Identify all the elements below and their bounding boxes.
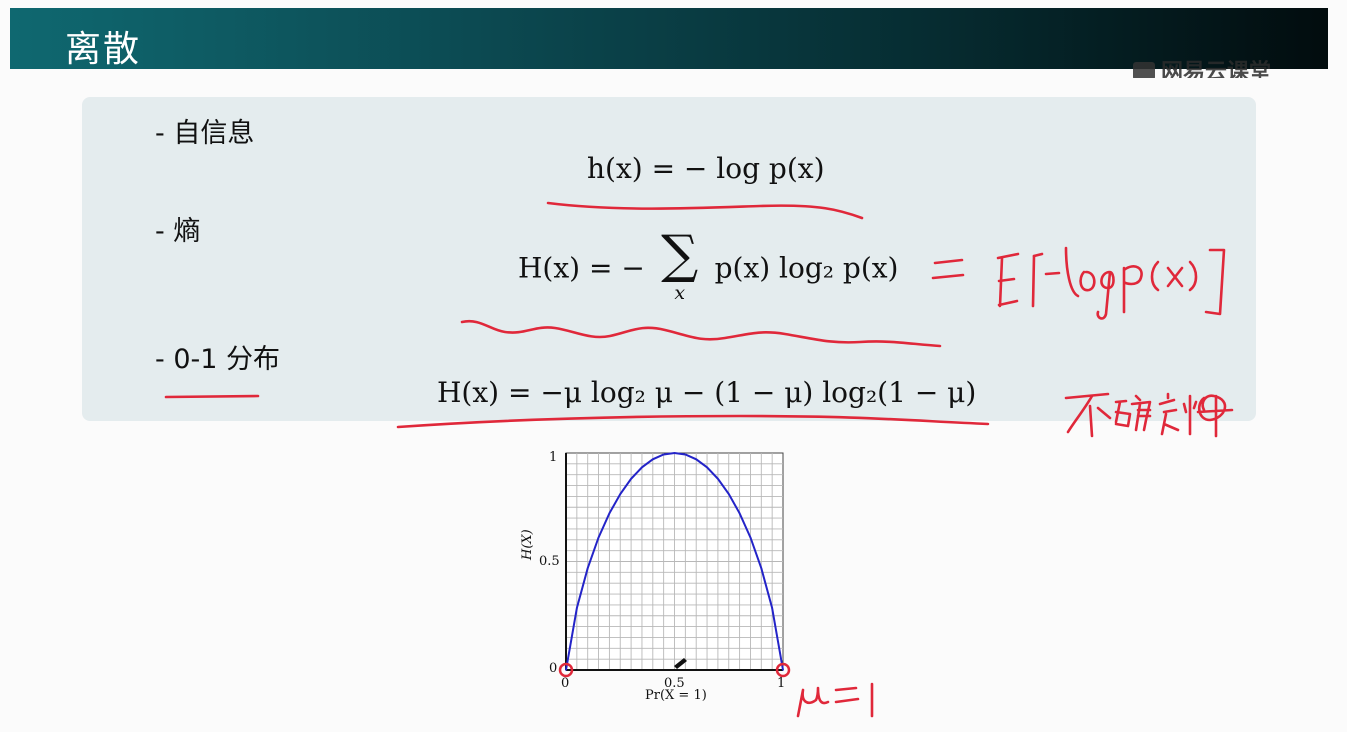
data-point bbox=[727, 493, 730, 495]
data-point bbox=[695, 458, 697, 461]
note-entropy-expectation bbox=[931, 246, 1226, 320]
formula-entropy: H(x) = − ∑ x p(x) log₂ p(x) bbox=[518, 229, 899, 304]
data-point bbox=[565, 669, 567, 671]
data-point bbox=[760, 567, 763, 570]
watermark-text: 网易云课堂 bbox=[1161, 60, 1272, 78]
data-point bbox=[652, 458, 654, 461]
underline-self-info bbox=[546, 201, 864, 220]
underline-bullet-bernoulli bbox=[164, 394, 260, 399]
underline-bernoulli bbox=[396, 414, 990, 429]
data-point bbox=[749, 536, 752, 539]
data-point bbox=[717, 478, 719, 480]
y-tick-1: 1 bbox=[549, 450, 558, 465]
endpoint-circle-right bbox=[775, 662, 791, 678]
data-point bbox=[619, 493, 622, 495]
summation-symbol: ∑ x bbox=[654, 229, 706, 304]
endpoint-circle-left bbox=[558, 662, 574, 678]
title-bar: 离散 bbox=[10, 8, 1328, 70]
data-point bbox=[771, 607, 773, 609]
y-axis-label: H(X) bbox=[520, 529, 535, 560]
data-point bbox=[608, 512, 611, 515]
slide-title: 离散 bbox=[65, 29, 142, 70]
x-tick-1: 1 bbox=[777, 676, 786, 691]
formula-bernoulli-entropy: H(x) = −μ log₂ μ − (1 − μ) log₂(1 − μ) bbox=[437, 376, 977, 409]
data-point bbox=[630, 478, 632, 480]
y-tick-0: 0 bbox=[549, 661, 558, 676]
watermark-logo-icon bbox=[1133, 62, 1155, 78]
data-point bbox=[706, 466, 708, 469]
data-point bbox=[782, 669, 784, 671]
pen-cursor-icon bbox=[674, 658, 687, 669]
note-uncertainty bbox=[1064, 392, 1234, 438]
bullet-bernoulli: - 0-1 分布 bbox=[155, 344, 281, 375]
note-mu-equals-one bbox=[796, 682, 874, 718]
data-point bbox=[673, 452, 676, 454]
x-tick-0: 0 bbox=[561, 676, 570, 691]
y-tick-0-5: 0.5 bbox=[539, 554, 560, 569]
data-point bbox=[586, 567, 589, 570]
data-point bbox=[576, 607, 578, 609]
bullet-self-info: - 自信息 bbox=[155, 118, 255, 149]
data-point bbox=[597, 536, 600, 539]
content-panel bbox=[82, 97, 1256, 421]
formula-entropy-rhs: p(x) log₂ p(x) bbox=[714, 251, 899, 285]
data-point bbox=[738, 512, 741, 515]
bullet-entropy: - 熵 bbox=[155, 216, 201, 247]
summation-subscript: x bbox=[674, 282, 686, 304]
data-point bbox=[662, 453, 665, 456]
x-tick-0-5: 0.5 bbox=[664, 676, 685, 691]
data-point bbox=[684, 453, 687, 456]
formula-self-information: h(x) = − log p(x) bbox=[587, 152, 825, 185]
data-point bbox=[641, 466, 643, 469]
x-axis-label: Pr(X = 1) bbox=[645, 688, 707, 703]
formula-entropy-lhs: H(x) = − bbox=[518, 251, 645, 285]
underline-entropy-wavy bbox=[460, 319, 942, 348]
watermark: 网易云课堂 bbox=[1133, 56, 1271, 78]
